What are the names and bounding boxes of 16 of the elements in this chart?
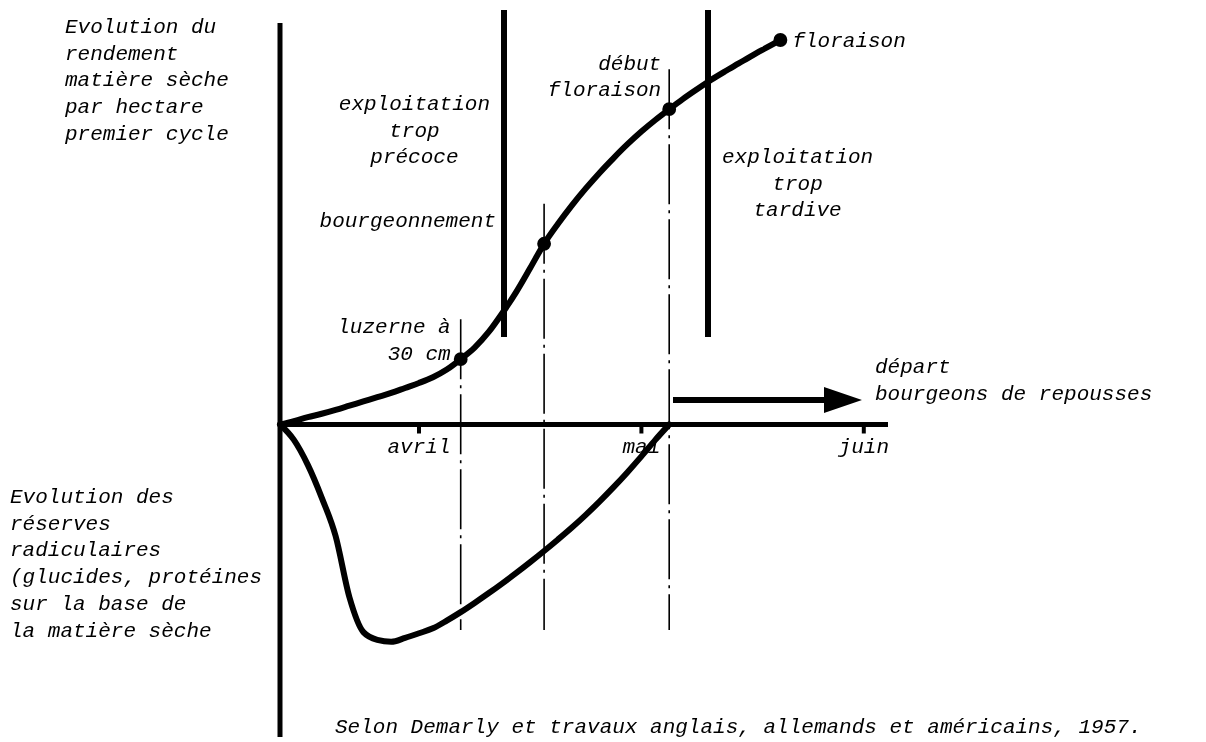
point <box>537 236 552 251</box>
text: Selon Demarly et travaux anglais, allemands et américains, 1957. <box>335 716 1142 739</box>
annotation: luzerne à 30 cm <box>337 316 452 367</box>
point <box>773 33 788 47</box>
annotation: exploitation trop précoce <box>338 93 491 170</box>
annotation: bourgeonnement <box>319 209 496 233</box>
annotation: exploitation trop tardive <box>721 146 874 223</box>
annotation: départ bourgeons de repousses <box>875 356 1153 406</box>
x-tick-label: avril <box>387 435 451 459</box>
x-tick-label: juin <box>837 435 890 459</box>
annotation: floraison <box>792 30 906 53</box>
point <box>453 352 468 367</box>
point <box>662 102 677 117</box>
annotation: début floraison <box>547 52 662 103</box>
text: Evolution du rendement matière sèche par hectare premier cycle <box>64 16 229 146</box>
text: Evolution des réserves radiculaires (glucides, protéines sur la base de la matière sèche <box>10 486 263 643</box>
